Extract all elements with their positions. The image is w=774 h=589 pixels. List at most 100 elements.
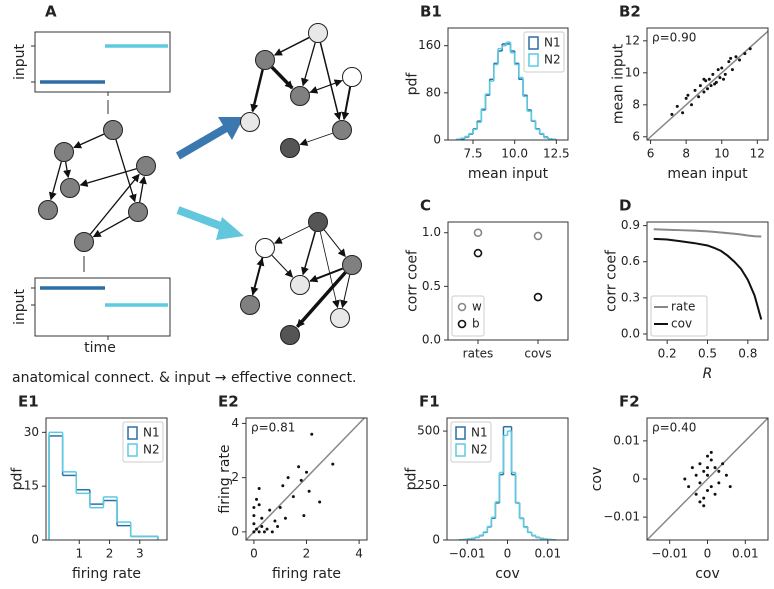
y-tick-label: 0 [632, 472, 640, 486]
edge-arrow [63, 161, 71, 179]
scatter-point [694, 492, 698, 496]
y-axis-label: cov [589, 467, 605, 492]
edge-arrow [252, 257, 265, 296]
legend-swatch [457, 319, 467, 329]
legend-swatch [455, 443, 466, 457]
annotation: ρ=0.81 [251, 421, 295, 435]
x-tick-label: 1 [75, 547, 83, 561]
x-axis-label: mean input [468, 166, 549, 182]
y-axis-label: input [12, 43, 28, 80]
scatter-point [297, 465, 301, 469]
y-tick-label: 0 [433, 133, 441, 147]
y-tick-label: 6 [632, 129, 640, 143]
legend-box [450, 421, 492, 463]
x-tick-label: 12 [750, 147, 765, 161]
edge-arrow [271, 254, 294, 278]
x-tick-label: covs [524, 347, 551, 361]
scatter-point [255, 497, 259, 501]
node [290, 275, 310, 295]
panel-label: E1 [18, 393, 39, 411]
scatter-point [728, 485, 732, 489]
node [332, 120, 352, 140]
node [290, 86, 310, 106]
edge-arrow [309, 267, 344, 283]
legend-box [451, 295, 485, 337]
scatter-point [702, 504, 706, 508]
scatter-point [302, 514, 306, 518]
y-axis-label: firing rate [217, 444, 233, 513]
identity-line [245, 417, 365, 541]
scatter-point [257, 486, 261, 490]
legend-label: N2 [143, 443, 160, 457]
node [136, 156, 156, 176]
y-tick-label: 0 [231, 524, 239, 538]
node [38, 200, 58, 220]
scatter-point [713, 492, 717, 496]
legend-label: N1 [143, 426, 160, 440]
x-axis-label: firing rate [72, 566, 141, 582]
scatter-point [727, 60, 731, 64]
x-tick-label: 0.2 [658, 347, 677, 361]
scatter-point [262, 530, 266, 534]
scatter-point [693, 88, 697, 92]
scatter-point [252, 505, 256, 509]
node [240, 112, 260, 132]
axes-frame [447, 27, 569, 141]
scatter-point [273, 519, 277, 523]
scatter-point [687, 485, 691, 489]
scatter-point [283, 516, 287, 520]
scatter-point [252, 514, 256, 518]
x-tick-label: 0 [250, 547, 258, 561]
y-axis-label: corr coef [404, 249, 420, 312]
legend-swatch [127, 426, 138, 440]
dot [533, 292, 543, 302]
network-diagrams [38, 23, 362, 345]
y-axis-label: input [12, 288, 28, 325]
big-arrow [176, 206, 228, 232]
scatter-point [305, 470, 308, 474]
edge-arrow [79, 168, 137, 187]
y-tick-label: 0 [432, 533, 440, 547]
node [255, 50, 275, 70]
scatter-point [702, 77, 706, 81]
scatter-point [252, 530, 256, 534]
x-axis-label: cov [695, 566, 720, 582]
node [330, 308, 350, 328]
y-axis-label: corr coef [603, 249, 619, 312]
scatter-point [270, 530, 274, 534]
y-tick-label: 0 [31, 533, 39, 547]
scatter-point [260, 516, 264, 520]
scatter-point [257, 503, 261, 507]
panel-label: B2 [619, 3, 641, 21]
dot [473, 248, 483, 258]
axes-frame [646, 27, 769, 141]
axes-frame [45, 417, 168, 541]
input-box [34, 31, 171, 93]
panel-label: F1 [419, 393, 440, 411]
legend-label: N2 [471, 443, 488, 457]
scatter-point [702, 496, 706, 500]
node [255, 238, 275, 258]
y-axis-label: pdf [403, 467, 419, 491]
x-axis-label: mean input [667, 166, 748, 182]
scatter-point [721, 462, 725, 466]
y-tick-label: 0.0 [621, 326, 640, 340]
y-axis-label: pdf [404, 72, 420, 96]
x-tick-label: 2 [106, 547, 114, 561]
caption: anatomical connect. & input → effective … [12, 370, 357, 386]
scatter-point [291, 495, 295, 499]
scatter-point [734, 55, 738, 59]
scatter-point [276, 524, 280, 528]
scatter-point [707, 77, 711, 81]
x-tick-label: 0.8 [738, 347, 757, 361]
y-tick-label: −0.01 [603, 510, 640, 524]
panel-label: B1 [420, 3, 442, 21]
node [103, 120, 123, 140]
scatter-point [709, 458, 713, 462]
y-tick-label: 30 [24, 425, 39, 439]
scatter-point [257, 530, 261, 534]
scatter-point [720, 66, 724, 70]
big-arrow-head [216, 217, 244, 240]
edge-arrow [48, 161, 62, 201]
scatter-point [738, 58, 742, 62]
